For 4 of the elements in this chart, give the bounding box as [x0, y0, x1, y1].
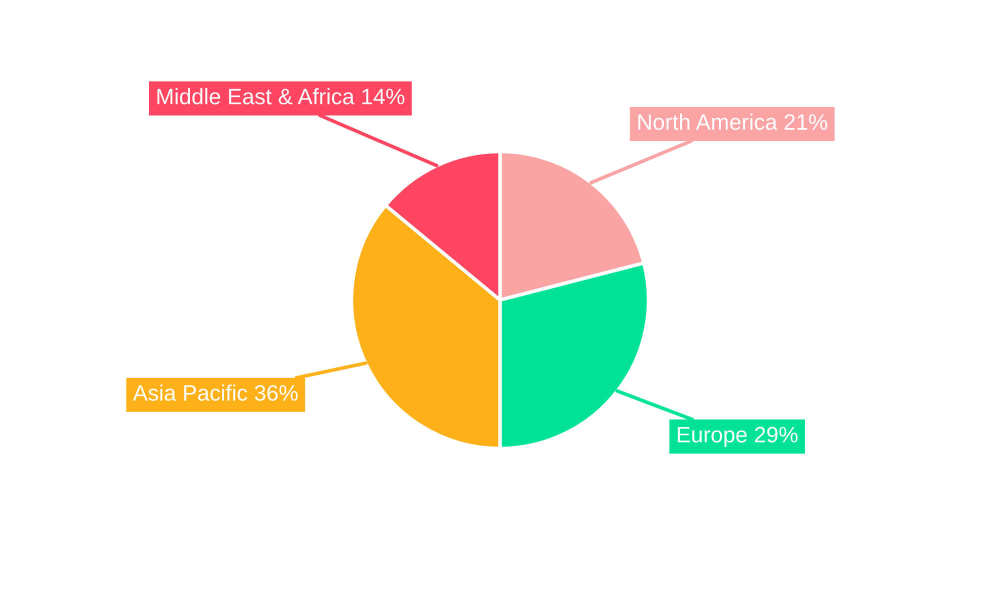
slice-label: Middle East & Africa 14%	[157, 88, 404, 104]
slice-label: Asia Pacific 36%	[132, 384, 298, 401]
slice-label: North America 21%	[638, 114, 828, 130]
slice-label: Europe 29%	[678, 426, 798, 447]
